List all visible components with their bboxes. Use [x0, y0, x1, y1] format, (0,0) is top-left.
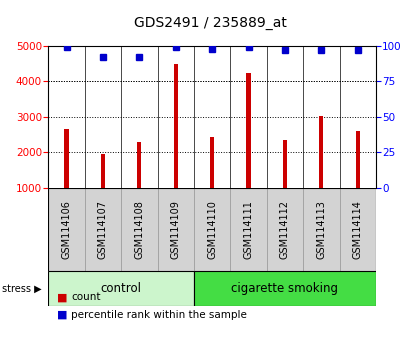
Text: GSM114106: GSM114106 — [61, 200, 71, 259]
Text: GSM114113: GSM114113 — [316, 200, 326, 259]
Text: GSM114111: GSM114111 — [244, 200, 254, 259]
FancyBboxPatch shape — [267, 188, 303, 271]
Text: count: count — [71, 292, 101, 302]
FancyBboxPatch shape — [48, 271, 194, 306]
FancyBboxPatch shape — [121, 188, 158, 271]
Text: GSM114110: GSM114110 — [207, 200, 217, 259]
Text: GSM114108: GSM114108 — [134, 200, 144, 259]
Bar — [246, 73, 251, 188]
Text: GSM114107: GSM114107 — [98, 200, 108, 259]
FancyBboxPatch shape — [48, 188, 85, 271]
Bar — [210, 137, 214, 188]
FancyBboxPatch shape — [303, 188, 339, 271]
Bar — [64, 129, 69, 188]
Text: cigarette smoking: cigarette smoking — [231, 282, 339, 295]
Bar — [173, 64, 178, 188]
Text: GSM114112: GSM114112 — [280, 200, 290, 259]
FancyBboxPatch shape — [158, 188, 194, 271]
Bar — [283, 140, 287, 188]
FancyBboxPatch shape — [194, 271, 376, 306]
Bar — [101, 154, 105, 188]
FancyBboxPatch shape — [85, 188, 121, 271]
Bar — [355, 131, 360, 188]
Text: ■: ■ — [57, 310, 67, 320]
Text: stress ▶: stress ▶ — [2, 284, 42, 293]
Text: control: control — [101, 282, 142, 295]
Text: GSM114114: GSM114114 — [353, 200, 363, 259]
Text: GSM114109: GSM114109 — [171, 200, 181, 259]
Bar — [319, 116, 323, 188]
FancyBboxPatch shape — [230, 188, 267, 271]
FancyBboxPatch shape — [339, 188, 376, 271]
Text: GDS2491 / 235889_at: GDS2491 / 235889_at — [134, 16, 286, 30]
Bar — [137, 142, 142, 188]
Text: ■: ■ — [57, 292, 67, 302]
Text: percentile rank within the sample: percentile rank within the sample — [71, 310, 247, 320]
FancyBboxPatch shape — [194, 188, 230, 271]
